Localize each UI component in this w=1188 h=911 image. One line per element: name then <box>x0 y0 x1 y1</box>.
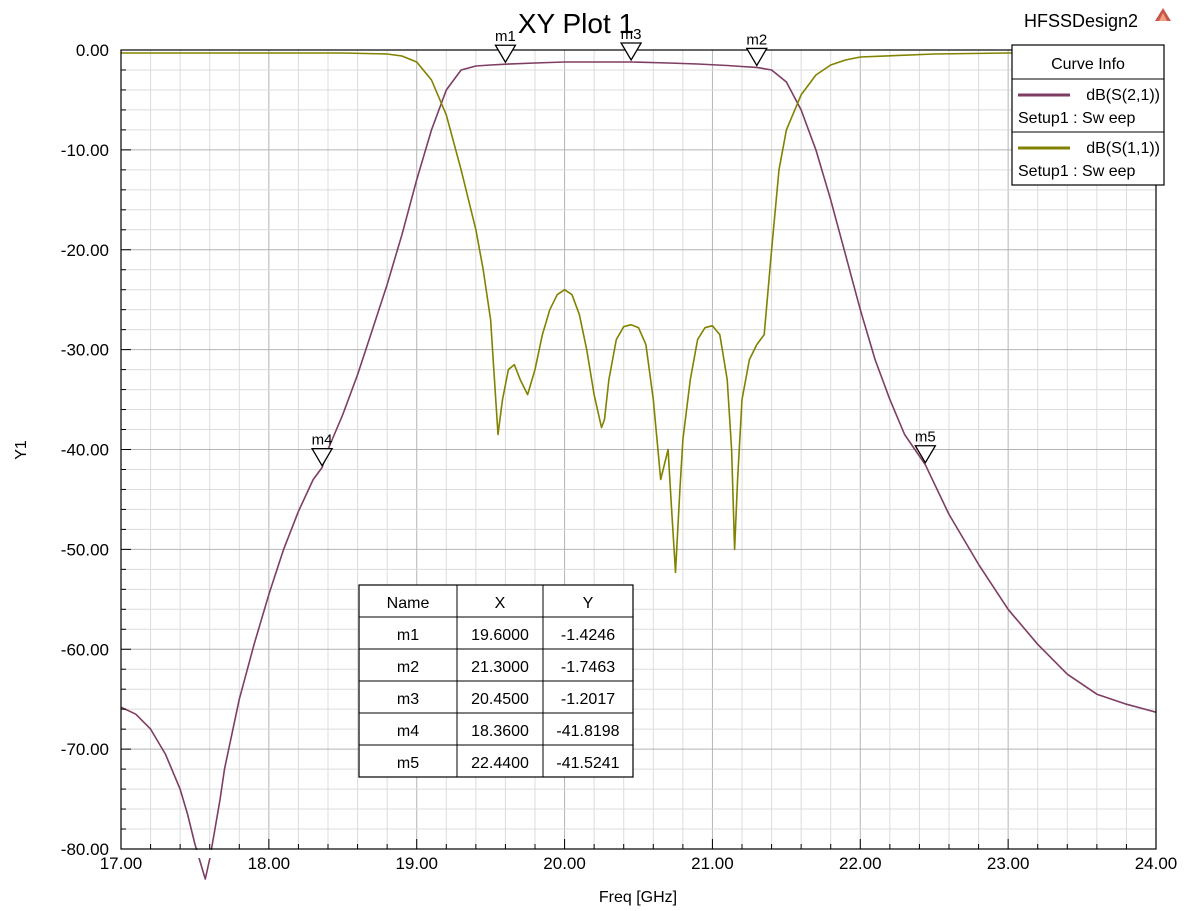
marker-triangle-icon <box>494 44 517 64</box>
series-line-1 <box>120 61 1157 880</box>
marker-table-cell: -1.4246 <box>561 627 615 644</box>
chart-title: XY Plot 1 <box>518 8 634 39</box>
x-tick-label: 21.00 <box>691 854 734 873</box>
marker-label: m4 <box>312 432 333 449</box>
y-tick-label: 0.00 <box>76 41 109 60</box>
x-tick-label: 17.00 <box>100 854 143 873</box>
y-tick-label: -50.00 <box>61 540 109 559</box>
legend-entry-name: dB(S(2,1)) <box>1086 87 1160 104</box>
marker-table: Name X Ym1 19.6000 -1.4246 m2 21.3000 -1.7463 m3… <box>358 584 634 778</box>
marker-triangle-icon <box>914 445 937 465</box>
marker-table-cell: 20.4500 <box>471 691 529 708</box>
marker-table-cell: m4 <box>397 723 419 740</box>
x-axis-title: Freq [GHz] <box>599 889 677 906</box>
y-tick-label: -20.00 <box>61 241 109 260</box>
marker-table-cell: 22.4400 <box>471 755 529 772</box>
legend: Curve Info dB(S(2,1)) Setup1 : Sw eep dB(S(… <box>1011 44 1165 186</box>
hfss-logo-icon <box>1155 8 1171 21</box>
y-tick-label: -80.00 <box>61 840 109 859</box>
x-tick-label: 18.00 <box>248 854 291 873</box>
legend-title: Curve Info <box>1051 56 1125 73</box>
series-line-2 <box>121 52 1156 574</box>
marker-triangle-icon <box>745 47 768 67</box>
x-tick-label: 20.00 <box>543 854 586 873</box>
marker-table-cell: -41.8198 <box>556 723 619 740</box>
x-tick-label: 24.00 <box>1135 854 1178 873</box>
marker-label: m5 <box>915 429 936 446</box>
y-axis-title: Y1 <box>13 440 30 460</box>
x-tick-label: 22.00 <box>839 854 882 873</box>
marker-table-cell: m1 <box>397 627 419 644</box>
y-tick-label: -10.00 <box>61 141 109 160</box>
legend-entry-setup: Setup1 : Sw eep <box>1018 110 1136 127</box>
marker-label: m2 <box>746 31 767 48</box>
legend-entry-setup: Setup1 : Sw eep <box>1018 163 1136 180</box>
marker-table-cell: -1.7463 <box>561 659 615 676</box>
y-tick-label: -70.00 <box>61 740 109 759</box>
marker-table-header: Y <box>583 595 594 612</box>
x-tick-label: 23.00 <box>987 854 1030 873</box>
marker-table-cell: 19.6000 <box>471 627 529 644</box>
marker-table-cell: m2 <box>397 659 419 676</box>
legend-entry-name: dB(S(1,1)) <box>1086 140 1160 157</box>
y-tick-label: -30.00 <box>61 341 109 360</box>
marker-label: m1 <box>495 28 516 45</box>
design-name: HFSSDesign2 <box>1024 11 1138 31</box>
marker-triangle-icon <box>619 42 643 62</box>
marker-label: m3 <box>621 26 642 43</box>
x-tick-label: 19.00 <box>395 854 438 873</box>
marker-table-cell: -1.2017 <box>561 691 615 708</box>
y-tick-label: -60.00 <box>61 640 109 659</box>
legend-frame <box>1011 44 1165 186</box>
marker-table-header: X <box>495 595 506 612</box>
y-tick-label: -40.00 <box>61 441 109 460</box>
marker-table-header: Name <box>387 595 430 612</box>
marker-table-cell: 21.3000 <box>471 659 529 676</box>
marker-table-cell: m3 <box>397 691 419 708</box>
marker-table-cell: 18.3600 <box>471 723 529 740</box>
marker-table-cell: m5 <box>397 755 419 772</box>
marker-triangle-icon <box>310 448 334 467</box>
plot-bottom-clip <box>119 850 1158 858</box>
marker-table-cell: -41.5241 <box>556 755 619 772</box>
